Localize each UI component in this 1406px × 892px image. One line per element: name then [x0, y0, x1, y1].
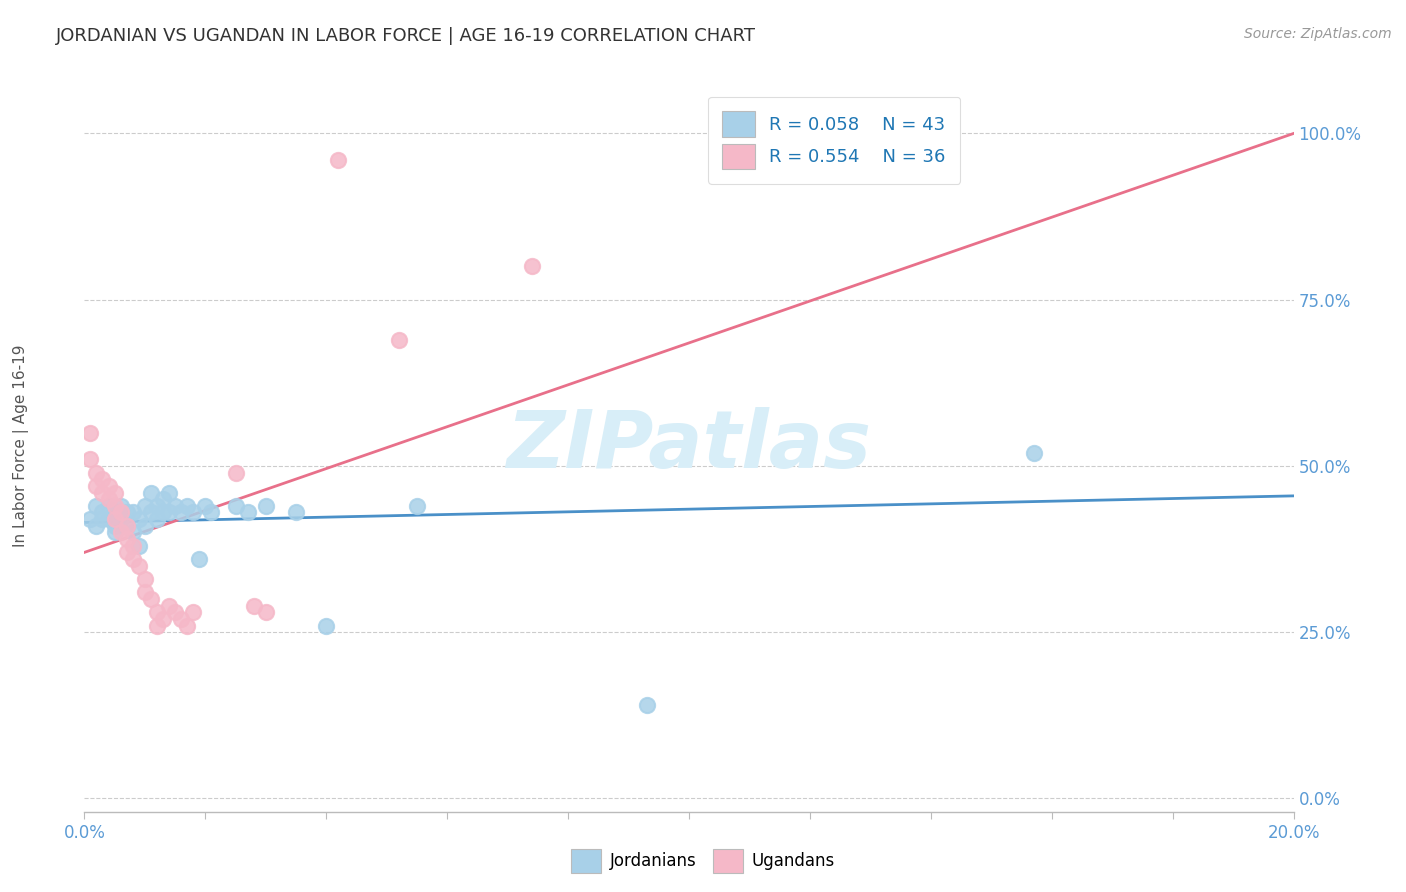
- Point: [134, 499, 156, 513]
- Point: [152, 506, 174, 520]
- Point: [188, 552, 211, 566]
- Point: [115, 518, 138, 533]
- Point: [194, 499, 217, 513]
- Point: [157, 506, 180, 520]
- Point: [110, 525, 132, 540]
- Point: [139, 591, 162, 606]
- Point: [285, 506, 308, 520]
- Point: [170, 506, 193, 520]
- Point: [110, 506, 132, 520]
- Point: [97, 512, 120, 526]
- Point: [104, 506, 127, 520]
- Point: [91, 512, 114, 526]
- Point: [121, 552, 143, 566]
- Point: [128, 558, 150, 573]
- Point: [97, 499, 120, 513]
- Point: [79, 512, 101, 526]
- Point: [406, 499, 429, 513]
- Point: [134, 518, 156, 533]
- Point: [520, 260, 543, 274]
- Text: In Labor Force | Age 16-19: In Labor Force | Age 16-19: [13, 344, 30, 548]
- Point: [152, 612, 174, 626]
- Point: [128, 512, 150, 526]
- Point: [225, 466, 247, 480]
- Point: [91, 485, 114, 500]
- Point: [236, 506, 259, 520]
- Point: [121, 506, 143, 520]
- Legend: Jordanians, Ugandans: Jordanians, Ugandans: [565, 842, 841, 880]
- Point: [146, 618, 169, 632]
- Point: [110, 512, 132, 526]
- Point: [104, 512, 127, 526]
- Point: [104, 499, 127, 513]
- Point: [91, 472, 114, 486]
- Point: [157, 485, 180, 500]
- Point: [152, 492, 174, 507]
- Point: [328, 153, 350, 167]
- Point: [254, 605, 277, 619]
- Point: [165, 605, 187, 619]
- Point: [176, 499, 198, 513]
- Point: [636, 698, 658, 713]
- Point: [176, 618, 198, 632]
- Point: [104, 518, 127, 533]
- Point: [242, 599, 264, 613]
- Point: [86, 518, 108, 533]
- Point: [157, 599, 180, 613]
- Point: [86, 466, 108, 480]
- Point: [86, 479, 108, 493]
- Point: [121, 525, 143, 540]
- Point: [139, 485, 162, 500]
- Point: [165, 499, 187, 513]
- Point: [128, 539, 150, 553]
- Point: [91, 506, 114, 520]
- Point: [121, 539, 143, 553]
- Point: [134, 585, 156, 599]
- Text: ZIPatlas: ZIPatlas: [506, 407, 872, 485]
- Point: [115, 506, 138, 520]
- Point: [134, 572, 156, 586]
- Point: [104, 485, 127, 500]
- Point: [115, 545, 138, 559]
- Point: [315, 618, 337, 632]
- Point: [181, 605, 204, 619]
- Point: [388, 333, 411, 347]
- Text: Source: ZipAtlas.com: Source: ZipAtlas.com: [1244, 27, 1392, 41]
- Point: [86, 499, 108, 513]
- Point: [170, 612, 193, 626]
- Point: [1022, 445, 1045, 459]
- Point: [110, 499, 132, 513]
- Text: JORDANIAN VS UGANDAN IN LABOR FORCE | AGE 16-19 CORRELATION CHART: JORDANIAN VS UGANDAN IN LABOR FORCE | AG…: [56, 27, 756, 45]
- Point: [97, 492, 120, 507]
- Point: [146, 499, 169, 513]
- Point: [104, 525, 127, 540]
- Point: [254, 499, 277, 513]
- Point: [181, 506, 204, 520]
- Point: [146, 605, 169, 619]
- Point: [139, 506, 162, 520]
- Point: [225, 499, 247, 513]
- Point: [115, 518, 138, 533]
- Point: [97, 479, 120, 493]
- Point: [200, 506, 222, 520]
- Point: [79, 452, 101, 467]
- Legend: R = 0.058    N = 43, R = 0.554    N = 36: R = 0.058 N = 43, R = 0.554 N = 36: [709, 96, 960, 184]
- Point: [79, 425, 101, 440]
- Point: [115, 532, 138, 546]
- Point: [146, 512, 169, 526]
